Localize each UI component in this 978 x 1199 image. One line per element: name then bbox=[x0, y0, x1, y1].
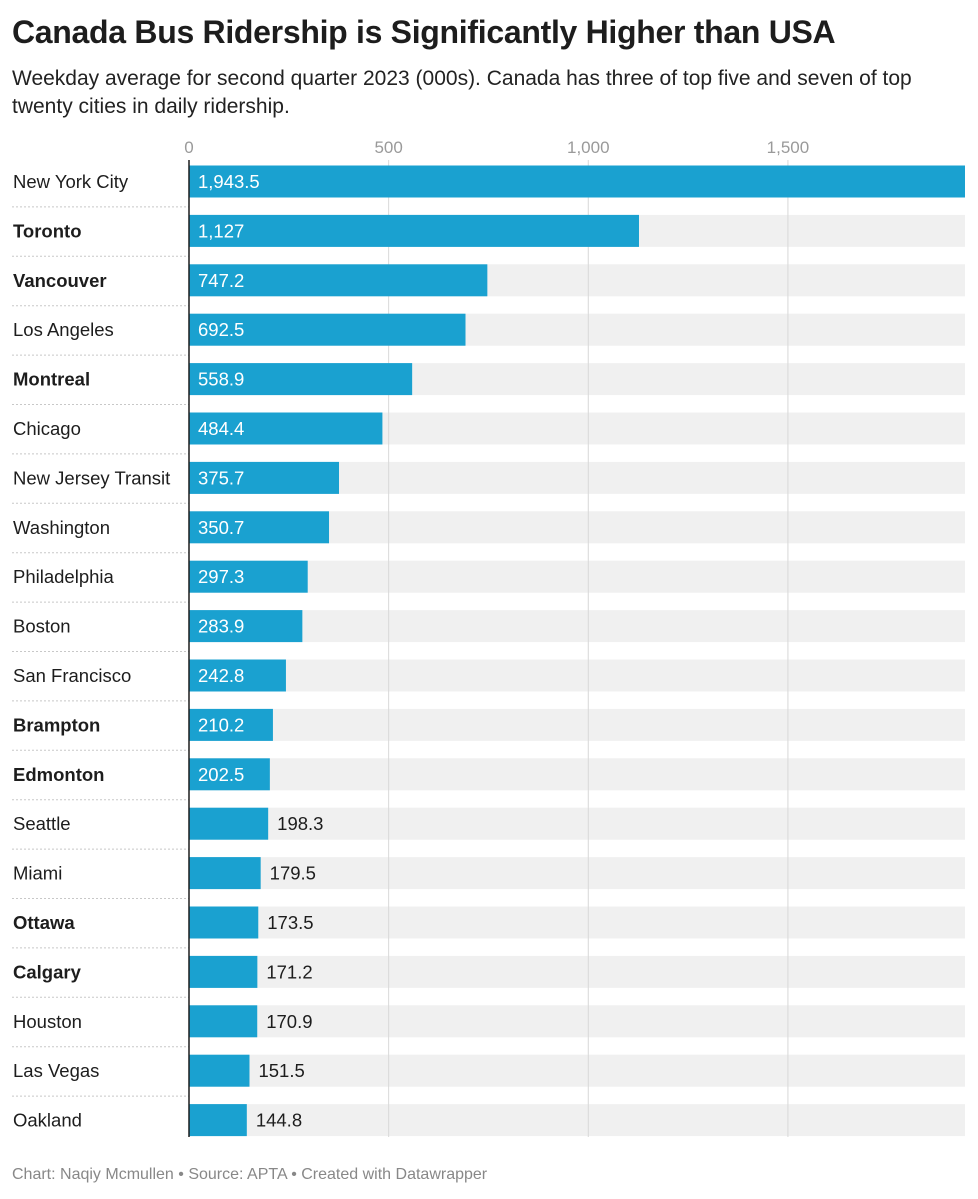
bar bbox=[189, 511, 330, 544]
bar bbox=[189, 461, 340, 494]
footer-source: Source: APTA bbox=[188, 1166, 287, 1183]
bar bbox=[189, 758, 270, 791]
bar-track bbox=[189, 758, 965, 791]
value-label: 151.5 bbox=[258, 1060, 304, 1081]
bar bbox=[189, 955, 258, 988]
value-label: 170.9 bbox=[266, 1011, 312, 1032]
bar bbox=[189, 412, 383, 445]
bar bbox=[189, 659, 286, 692]
bar bbox=[189, 264, 488, 297]
bar-chart: 0 500 1,000 1,500 New York City 1,943.5 Toront… bbox=[12, 138, 965, 1137]
bar bbox=[189, 560, 308, 593]
x-tick-label: 1,000 bbox=[567, 138, 610, 157]
value-label: 242.8 bbox=[198, 665, 244, 686]
chart-subtitle: Weekday average for second quarter 2023 … bbox=[12, 67, 912, 118]
bar bbox=[189, 1054, 250, 1087]
x-tick-label: 500 bbox=[374, 138, 402, 157]
bar-track bbox=[189, 1005, 965, 1038]
value-label: 350.7 bbox=[198, 517, 244, 538]
value-label: 144.8 bbox=[256, 1110, 302, 1131]
value-label: 1,127 bbox=[198, 220, 244, 241]
category-label: New York City bbox=[13, 171, 129, 192]
chart-footer: Chart: Naqiy Mcmullen • Source: APTA • C… bbox=[12, 1166, 487, 1184]
bar bbox=[189, 610, 303, 643]
bar-track bbox=[189, 807, 965, 840]
bar-track bbox=[189, 610, 965, 643]
bar bbox=[189, 165, 965, 198]
category-label: Washington bbox=[13, 517, 110, 538]
category-label: Houston bbox=[13, 1011, 82, 1032]
value-label: 173.5 bbox=[267, 912, 313, 933]
value-label: 1,943.5 bbox=[198, 171, 260, 192]
category-label: Miami bbox=[13, 863, 62, 884]
bar bbox=[189, 1005, 258, 1038]
bar-track bbox=[189, 857, 965, 890]
value-label: 202.5 bbox=[198, 764, 244, 785]
category-label: Edmonton bbox=[13, 764, 104, 785]
category-label: Boston bbox=[13, 616, 71, 637]
category-label: Las Vegas bbox=[13, 1060, 99, 1081]
bar bbox=[189, 1104, 247, 1137]
category-label: Montreal bbox=[13, 369, 90, 390]
value-label: 179.5 bbox=[270, 863, 316, 884]
category-label: Chicago bbox=[13, 418, 81, 439]
category-label: Brampton bbox=[13, 714, 100, 735]
category-label: Toronto bbox=[13, 220, 82, 241]
bar-track bbox=[189, 560, 965, 593]
bar-track bbox=[189, 1104, 965, 1137]
value-label: 210.2 bbox=[198, 714, 244, 735]
bar-track bbox=[189, 1054, 965, 1087]
category-label: Calgary bbox=[13, 961, 82, 982]
bar-track bbox=[189, 659, 965, 692]
footer-separator: • bbox=[286, 1166, 302, 1183]
value-label: 747.2 bbox=[198, 270, 244, 291]
bar bbox=[189, 857, 261, 890]
x-tick-label: 0 bbox=[184, 138, 193, 157]
chart-title: Canada Bus Ridership is Significantly Hi… bbox=[12, 14, 836, 50]
bar-track bbox=[189, 906, 965, 939]
value-label: 484.4 bbox=[198, 418, 244, 439]
footer-separator: • bbox=[173, 1166, 189, 1183]
category-label: Ottawa bbox=[13, 912, 75, 933]
value-label: 558.9 bbox=[198, 369, 244, 390]
category-label: Seattle bbox=[13, 813, 71, 834]
category-label: New Jersey Transit bbox=[13, 467, 170, 488]
category-label: Philadelphia bbox=[13, 566, 115, 587]
x-tick-label: 1,500 bbox=[767, 138, 810, 157]
category-label: Los Angeles bbox=[13, 319, 114, 340]
value-label: 692.5 bbox=[198, 319, 244, 340]
bar-track bbox=[189, 708, 965, 741]
bar bbox=[189, 708, 273, 741]
value-label: 297.3 bbox=[198, 566, 244, 587]
footer-credit: Chart: Naqiy Mcmullen bbox=[12, 1166, 174, 1183]
footer-tool: Created with Datawrapper bbox=[301, 1166, 488, 1183]
category-label: San Francisco bbox=[13, 665, 131, 686]
bar bbox=[189, 214, 639, 247]
bar-track bbox=[189, 955, 965, 988]
value-label: 198.3 bbox=[277, 813, 323, 834]
category-label: Vancouver bbox=[13, 270, 107, 291]
value-label: 375.7 bbox=[198, 467, 244, 488]
value-label: 171.2 bbox=[266, 961, 312, 982]
value-label: 283.9 bbox=[198, 616, 244, 637]
category-label: Oakland bbox=[13, 1110, 82, 1131]
bar bbox=[189, 313, 466, 346]
bar bbox=[189, 363, 413, 396]
bar bbox=[189, 807, 269, 840]
bar bbox=[189, 906, 259, 939]
